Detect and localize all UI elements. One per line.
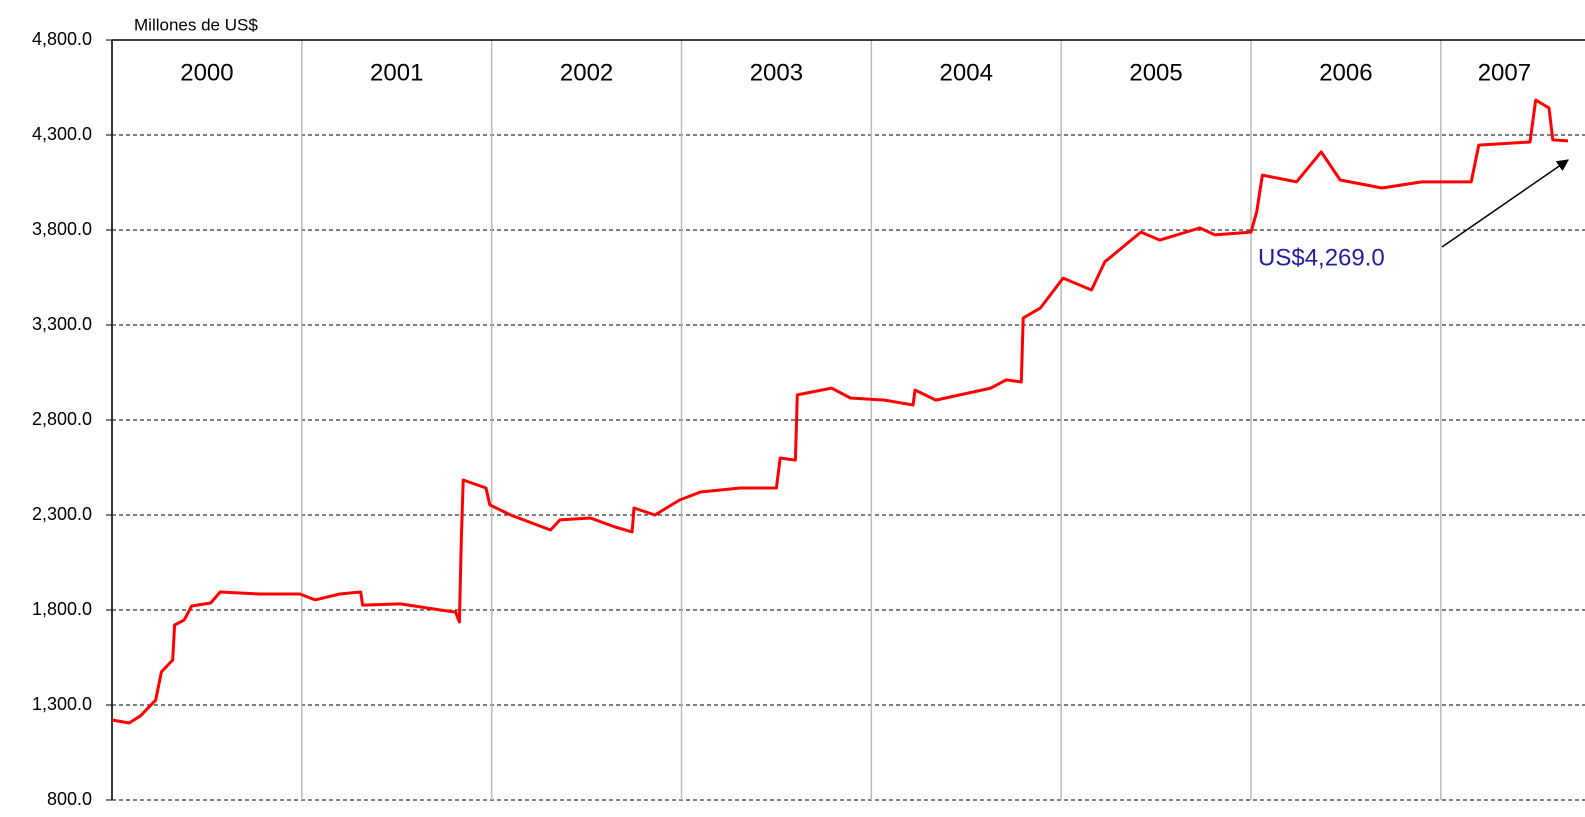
x-tick-label: 2004	[940, 59, 993, 86]
x-tick-label: 2007	[1478, 59, 1531, 86]
y-tick-label: 4,300.0	[32, 124, 92, 144]
data-line	[111, 98, 1569, 725]
x-tick-label: 2002	[560, 59, 613, 86]
x-tick-label: 2003	[750, 59, 803, 86]
y-tick-label: 4,800.0	[32, 29, 92, 49]
x-tick-label: 2001	[370, 59, 423, 86]
y-tick-label: 3,800.0	[32, 219, 92, 239]
x-tick-label: 2005	[1129, 59, 1182, 86]
y-tick-label: 1,800.0	[32, 599, 92, 619]
x-tick-label: 2006	[1319, 59, 1372, 86]
y-tick-label: 2,800.0	[32, 409, 92, 429]
annotation-arrow	[1441, 159, 1569, 248]
y-tick-label: 800.0	[47, 789, 92, 809]
annotation: US$4,269.0	[1258, 244, 1385, 271]
axis-title: Millones de US$	[134, 15, 258, 34]
y-tick-label: 2,300.0	[32, 504, 92, 524]
x-tick-label: 2000	[180, 59, 233, 86]
y-tick-label: 1,300.0	[32, 694, 92, 714]
y-tick-label: 3,300.0	[32, 314, 92, 334]
